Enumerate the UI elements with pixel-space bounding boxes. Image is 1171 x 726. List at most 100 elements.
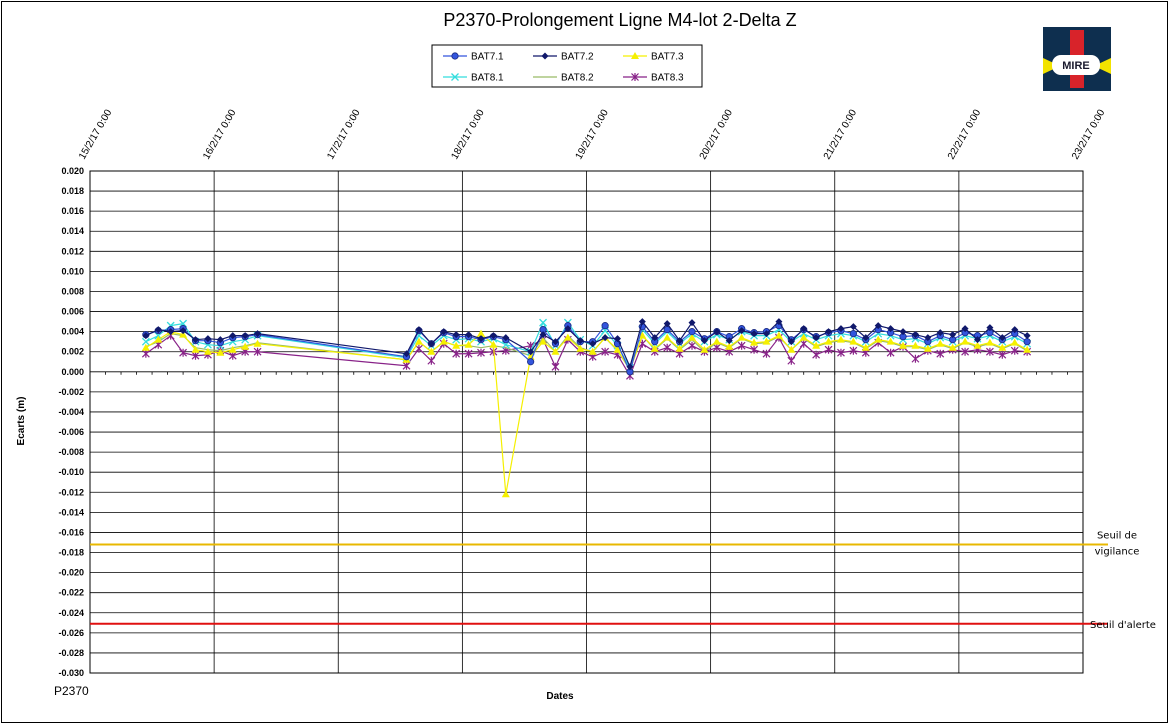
data-point xyxy=(564,325,572,333)
y-tick-label: 0.004 xyxy=(61,327,84,337)
data-point xyxy=(191,351,200,360)
data-point xyxy=(427,347,436,355)
data-point xyxy=(402,361,411,370)
data-point xyxy=(774,331,783,339)
legend-box xyxy=(431,44,703,88)
data-point xyxy=(489,340,498,348)
data-point xyxy=(216,348,225,356)
data-point xyxy=(762,337,771,345)
data-point xyxy=(551,338,559,346)
data-point xyxy=(154,326,162,334)
data-point xyxy=(663,320,671,328)
data-point xyxy=(650,344,659,352)
x-tick-label: 16/2/17 0:00 xyxy=(201,107,239,161)
data-point xyxy=(141,349,150,358)
data-point xyxy=(203,347,212,355)
data-point xyxy=(812,334,820,342)
data-point xyxy=(179,327,187,335)
data-point xyxy=(737,341,746,350)
data-point xyxy=(762,349,771,358)
data-point xyxy=(1011,326,1019,334)
data-point xyxy=(142,332,150,340)
data-point xyxy=(476,329,485,337)
data-point xyxy=(750,345,758,354)
plot-area: 0.020 0.018 0.016 0.014 0.012 0.010 0.008 0.006… xyxy=(58,107,1155,678)
data-point xyxy=(452,331,460,339)
y-tick-label: -0.030 xyxy=(58,668,84,678)
data-point xyxy=(439,337,448,345)
data-point xyxy=(1023,338,1031,346)
data-point xyxy=(737,333,746,341)
data-point xyxy=(849,323,857,331)
data-point xyxy=(911,341,920,349)
y-tick-label: 0.002 xyxy=(61,347,84,357)
data-point xyxy=(477,348,485,357)
data-point xyxy=(738,327,746,335)
data-point xyxy=(961,337,970,345)
data-point xyxy=(651,334,659,342)
data-point xyxy=(192,336,200,344)
data-point xyxy=(141,337,150,346)
data-point xyxy=(414,337,423,345)
data-point xyxy=(899,328,907,336)
data-point xyxy=(638,318,646,326)
logo-mire-panel xyxy=(1052,55,1100,75)
y-tick-label: 0.000 xyxy=(61,367,84,377)
data-point xyxy=(812,350,821,359)
data-point xyxy=(750,330,758,338)
data-point xyxy=(899,341,908,349)
data-point xyxy=(837,348,845,357)
data-point xyxy=(824,345,833,354)
data-point xyxy=(638,331,647,339)
data-point xyxy=(216,336,224,344)
data-point xyxy=(688,328,696,336)
data-point xyxy=(663,333,672,341)
data-point xyxy=(862,334,870,342)
data-point xyxy=(799,333,808,341)
data-point xyxy=(253,339,262,347)
data-point xyxy=(427,340,435,348)
data-point xyxy=(712,337,721,345)
y-tick-label: 0.020 xyxy=(61,166,84,176)
data-point xyxy=(961,347,970,356)
data-point xyxy=(551,347,560,355)
y-tick-label: 0.006 xyxy=(61,307,84,317)
data-point xyxy=(887,325,895,333)
data-point xyxy=(923,344,932,352)
data-point xyxy=(949,331,957,339)
y-tick-label: -0.018 xyxy=(58,548,84,558)
logo-left-arrow xyxy=(1043,58,1060,74)
data-point xyxy=(812,341,821,349)
data-point xyxy=(836,335,845,343)
data-point xyxy=(725,342,734,350)
legend-label: BAT7.2 xyxy=(561,52,594,63)
legend-label: BAT7.1 xyxy=(471,52,504,63)
data-point xyxy=(229,332,237,340)
data-point xyxy=(179,348,188,357)
legend: BAT7.1 BAT7.2 BAT7.3 BAT8.1 BAT8.2 BAT8.3 xyxy=(431,44,703,88)
data-point xyxy=(948,343,957,351)
y-tick-label: 0.012 xyxy=(61,246,84,256)
data-point xyxy=(589,340,597,348)
data-point xyxy=(675,344,684,352)
data-point xyxy=(452,341,461,349)
y-tick-label: -0.012 xyxy=(58,487,84,497)
data-point xyxy=(750,338,759,346)
legend-label: BAT8.1 xyxy=(471,73,504,84)
data-point xyxy=(688,319,696,327)
data-point xyxy=(601,322,609,330)
data-point xyxy=(228,351,237,360)
y-tick-label: -0.004 xyxy=(58,407,84,417)
data-point xyxy=(998,350,1007,359)
chart-title: P2370-Prolongement Ligne M4-lot 2-Delta … xyxy=(443,10,796,30)
data-point xyxy=(539,331,547,339)
y-tick-label: -0.024 xyxy=(58,608,84,618)
data-point xyxy=(663,343,672,352)
data-point xyxy=(601,334,609,342)
data-point xyxy=(576,344,585,352)
threshold-label: Seuil de xyxy=(1097,530,1137,541)
data-point xyxy=(551,362,560,371)
data-point xyxy=(179,330,188,338)
data-point xyxy=(936,329,944,337)
x-axis-label: Dates xyxy=(546,691,574,702)
